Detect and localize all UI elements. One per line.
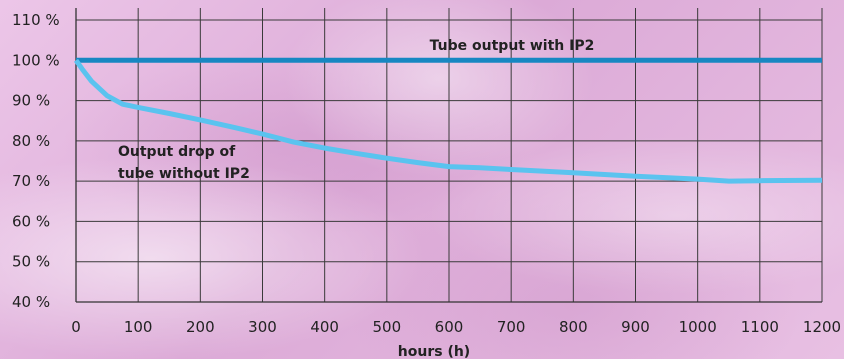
tick-labels: 0 100 200 300 400 500 600 700 800 900 1000 1100 1200…: [12, 11, 841, 336]
x-tick-label: 200: [186, 318, 215, 336]
y-tick-label: 90 %: [12, 92, 50, 110]
annotation-output-drop-line2: tube without IP2: [118, 166, 250, 182]
y-tick-label: 70 %: [12, 172, 50, 190]
x-tick-label: 100: [124, 318, 153, 336]
y-tick-label: 50 %: [12, 253, 50, 271]
y-tick-label: 40 %: [12, 293, 50, 311]
series-lines: [73, 57, 823, 184]
x-tick-label: 500: [373, 318, 402, 336]
series-line-2: [73, 58, 823, 184]
annotation-output-drop-line1: Output drop of: [118, 144, 236, 160]
x-tick-label: 600: [435, 318, 464, 336]
x-tick-label: 300: [248, 318, 277, 336]
x-tick-label: 1000: [679, 318, 717, 336]
x-tick-label: 900: [621, 318, 650, 336]
x-tick-label: 700: [497, 318, 526, 336]
x-axis-title: hours (h): [398, 344, 470, 359]
annotation-tube-with-ip2: Tube output with IP2: [430, 38, 595, 54]
y-tick-label: 60 %: [12, 212, 50, 230]
x-tick-label: 400: [310, 318, 339, 336]
x-tick-label: 1200: [803, 318, 841, 336]
x-tick-label: 0: [71, 318, 81, 336]
y-tick-label: 110 %: [12, 11, 60, 29]
x-tick-label: 1100: [741, 318, 779, 336]
y-tick-label: 80 %: [12, 132, 50, 150]
y-tick-label: 100 %: [12, 51, 60, 69]
x-tick-label: 800: [559, 318, 588, 336]
axes: [75, 8, 822, 303]
